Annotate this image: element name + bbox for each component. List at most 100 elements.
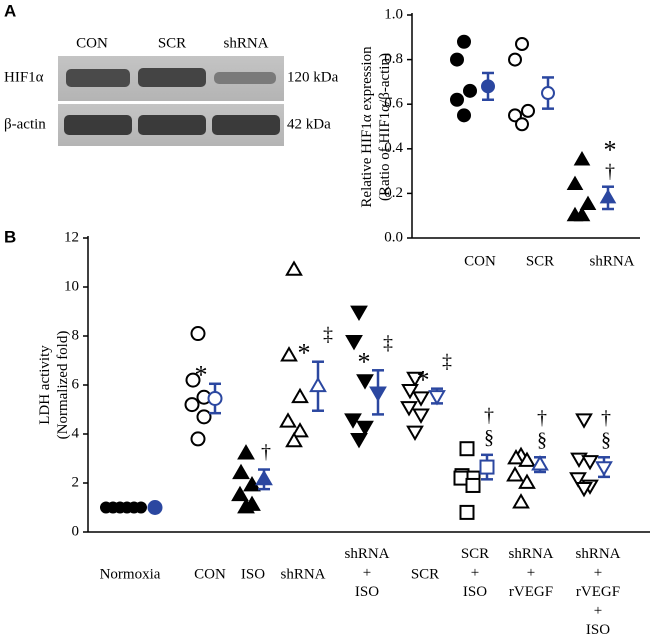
data-point [507, 449, 525, 465]
panel-label: B [4, 227, 16, 246]
data-point [350, 433, 368, 449]
y-axis-label: LDH activity (Normalized fold) [37, 331, 71, 440]
x-tick-label: SCR [526, 253, 554, 269]
y-tick-label: 0.2 [384, 185, 403, 201]
x-tick-label: CON [464, 253, 496, 269]
mean-marker [369, 386, 387, 402]
data-point [185, 372, 201, 388]
y-tick-label: 2 [72, 474, 80, 490]
mean-marker [595, 461, 613, 477]
y-tick-label: 4 [72, 425, 80, 441]
data-point [508, 52, 522, 67]
y-axis-label-line: (Normalized fold) [55, 331, 71, 440]
data-point [232, 463, 250, 480]
mean-marker [255, 469, 273, 486]
size-label: 120 kDa [287, 69, 339, 85]
x-tick-label: shRNA + ISO [344, 546, 389, 600]
x-tick-label-line: SCR [461, 546, 489, 562]
x-tick-label-line: ISO [463, 584, 487, 600]
data-point [575, 482, 593, 498]
x-tick-label-line: shRNA [508, 546, 553, 562]
significance-mark: † [601, 407, 611, 429]
x-tick-label-line: rVEGF [509, 584, 553, 600]
band [212, 115, 280, 135]
significance-mark: * [298, 339, 311, 368]
mean-marker [428, 390, 446, 406]
x-tick-label: SCR + ISO [461, 546, 489, 600]
x-tick-label: Normoxia [100, 566, 161, 582]
western-blot: CON SCR shRNA HIF1α β-actin 120 kDa 42 k… [4, 35, 339, 146]
band [64, 115, 132, 135]
data-point [356, 374, 374, 390]
data-point [579, 195, 597, 211]
data-point [412, 408, 430, 424]
y-tick-label: 0.0 [384, 229, 403, 245]
x-tick-label-line: + [363, 565, 371, 581]
band [138, 68, 206, 87]
significance-mark: § [601, 429, 611, 451]
data-point [515, 36, 529, 51]
y-axis-label: Relative HIF1α expression (Ratio of HIF1α… [359, 46, 393, 208]
x-tick-label: SCR [411, 566, 439, 582]
x-tick-label-line: ISO [355, 584, 379, 600]
data-point [573, 151, 591, 166]
data-point [465, 477, 481, 493]
data-point [237, 498, 255, 514]
data-point [459, 441, 475, 457]
data-point [515, 117, 529, 132]
data-point [356, 420, 374, 437]
x-tick-label-line: + [594, 565, 602, 581]
mean-marker [541, 86, 555, 101]
significance-mark: † [261, 441, 271, 463]
data-point [521, 103, 535, 118]
mean-marker [207, 390, 223, 406]
row-label: HIF1α [4, 69, 44, 85]
band [214, 72, 276, 84]
mean-marker [479, 459, 495, 475]
significance-mark: † [605, 160, 615, 182]
mean-marker [309, 376, 327, 393]
y-tick-label: 0 [72, 523, 80, 539]
mean-marker [147, 500, 163, 515]
data-point [285, 431, 303, 448]
y-axis-label-line: Relative HIF1α expression [359, 46, 375, 208]
x-tick-label-line: rVEGF [576, 584, 620, 600]
mean-marker [531, 455, 549, 471]
size-label: 42 kDa [287, 116, 331, 132]
data-point [237, 444, 255, 460]
significance-mark: † [484, 404, 494, 426]
data-point [566, 175, 584, 190]
data-point [279, 412, 297, 428]
data-point [400, 401, 418, 417]
x-tick-label: shRNA [280, 566, 325, 582]
data-point [518, 473, 536, 489]
x-tick-label: CON [194, 566, 226, 582]
data-point [512, 493, 530, 509]
y-tick-label: 0.4 [384, 140, 403, 156]
significance-mark: ‡ [323, 323, 333, 345]
x-tick-label: shRNA + rVEGF + ISO [575, 546, 620, 638]
x-tick-label: ISO [241, 566, 265, 582]
data-point [243, 475, 261, 492]
data-point [508, 108, 522, 123]
lane-label: CON [76, 35, 108, 51]
data-point [350, 305, 368, 321]
data-point [231, 485, 249, 502]
row-label: β-actin [4, 116, 46, 132]
data-point [575, 413, 593, 429]
data-point [450, 52, 464, 67]
band [66, 69, 130, 87]
significance-mark: * [195, 361, 208, 390]
significance-mark: † [537, 407, 547, 429]
significance-mark: * [604, 136, 617, 165]
significance-mark: § [484, 426, 494, 448]
data-point [196, 409, 212, 425]
data-point [401, 384, 419, 400]
x-tick-label-line: ISO [586, 622, 610, 638]
data-point [457, 34, 471, 49]
y-tick-label: 8 [72, 327, 80, 343]
panel-label: A [4, 1, 16, 20]
y-axis-label-line: (Ratio of HIF1α/β-actin) [377, 53, 393, 201]
significance-mark: * [417, 366, 430, 395]
y-tick-label: 12 [64, 229, 79, 245]
